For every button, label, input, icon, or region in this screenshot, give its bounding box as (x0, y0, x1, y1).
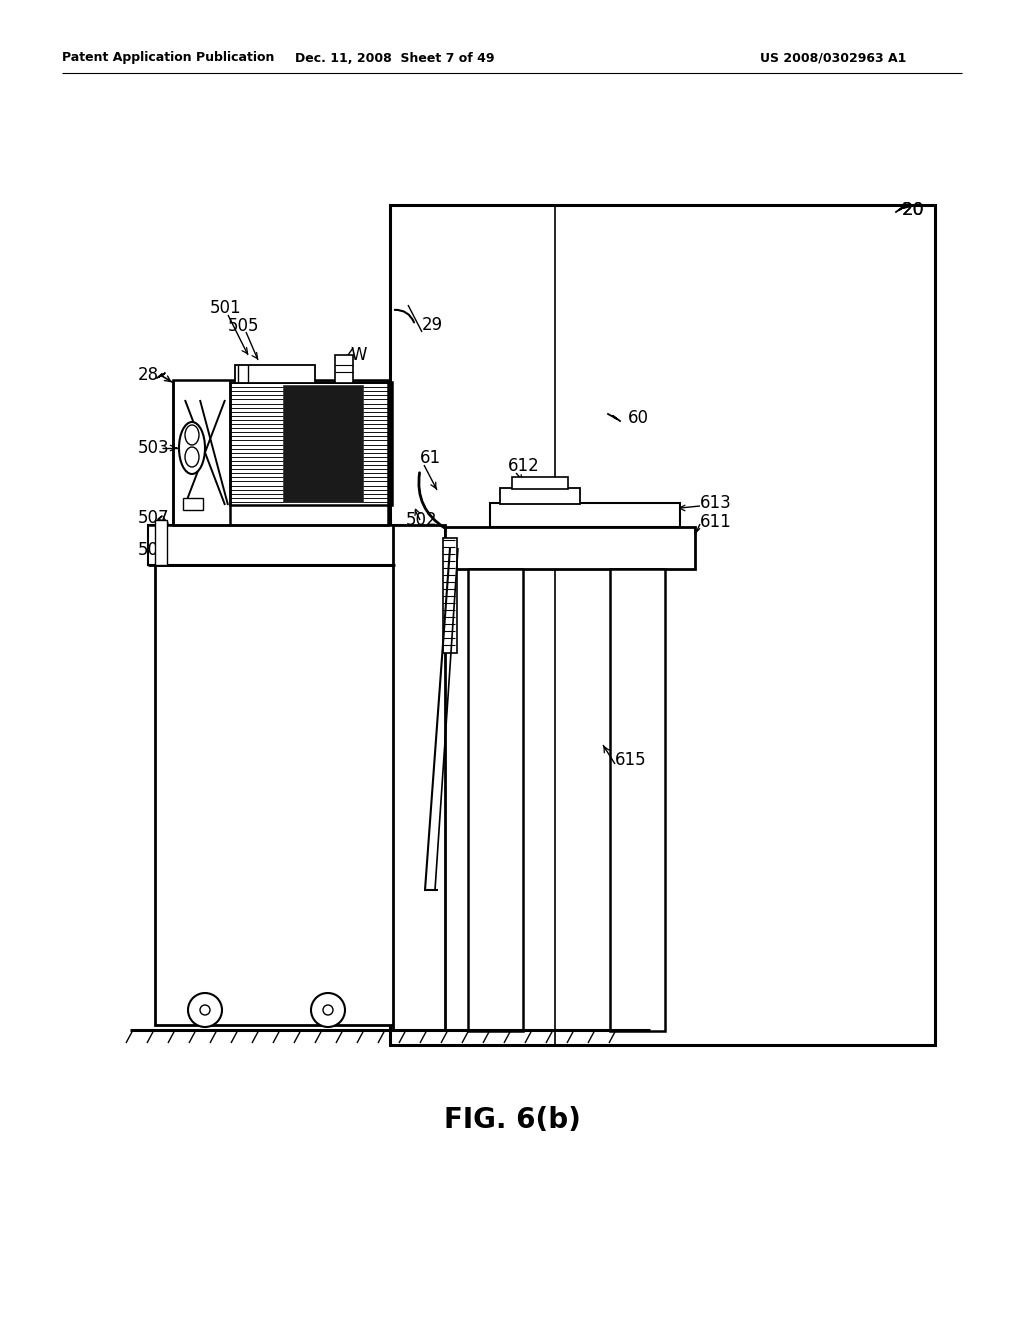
Text: 507: 507 (138, 510, 170, 527)
Text: 20: 20 (902, 201, 925, 219)
Bar (610, 569, 665, 1031)
Bar (390, 205, 935, 1045)
Circle shape (311, 993, 345, 1027)
Bar (512, 477, 568, 488)
Text: W: W (350, 346, 367, 364)
Bar (148, 525, 403, 565)
Text: FIG. 6(b): FIG. 6(b) (443, 1106, 581, 1134)
Ellipse shape (185, 425, 199, 445)
Bar (490, 503, 680, 527)
Text: 613: 613 (700, 494, 732, 512)
Bar (155, 520, 167, 565)
Bar (500, 488, 580, 504)
Bar (155, 565, 400, 1026)
Bar (234, 366, 315, 383)
Bar (443, 539, 457, 653)
Bar (468, 569, 523, 1031)
Bar (173, 380, 388, 525)
Circle shape (200, 1005, 210, 1015)
Text: 28: 28 (138, 366, 159, 384)
Circle shape (188, 993, 222, 1027)
Text: Patent Application Publication: Patent Application Publication (62, 51, 274, 65)
Text: 502: 502 (406, 511, 437, 529)
Text: Dec. 11, 2008  Sheet 7 of 49: Dec. 11, 2008 Sheet 7 of 49 (295, 51, 495, 65)
Circle shape (323, 1005, 333, 1015)
Ellipse shape (185, 447, 199, 467)
Bar (183, 498, 203, 510)
Text: 61: 61 (420, 449, 441, 467)
Bar (445, 527, 695, 569)
Ellipse shape (179, 422, 205, 474)
Text: 615: 615 (615, 751, 646, 770)
Bar (230, 381, 392, 506)
Text: 611: 611 (700, 513, 732, 531)
Text: 60: 60 (628, 409, 649, 426)
Text: 501: 501 (210, 300, 242, 317)
Text: 506: 506 (138, 541, 170, 558)
Text: US 2008/0302963 A1: US 2008/0302963 A1 (760, 51, 906, 65)
Bar (283, 385, 362, 502)
Text: 20: 20 (902, 201, 925, 219)
Text: 612: 612 (508, 457, 540, 475)
Text: 503: 503 (138, 440, 170, 457)
Bar (335, 355, 353, 383)
Text: 29: 29 (422, 315, 443, 334)
Bar (393, 525, 445, 1030)
Text: 505: 505 (228, 317, 259, 335)
